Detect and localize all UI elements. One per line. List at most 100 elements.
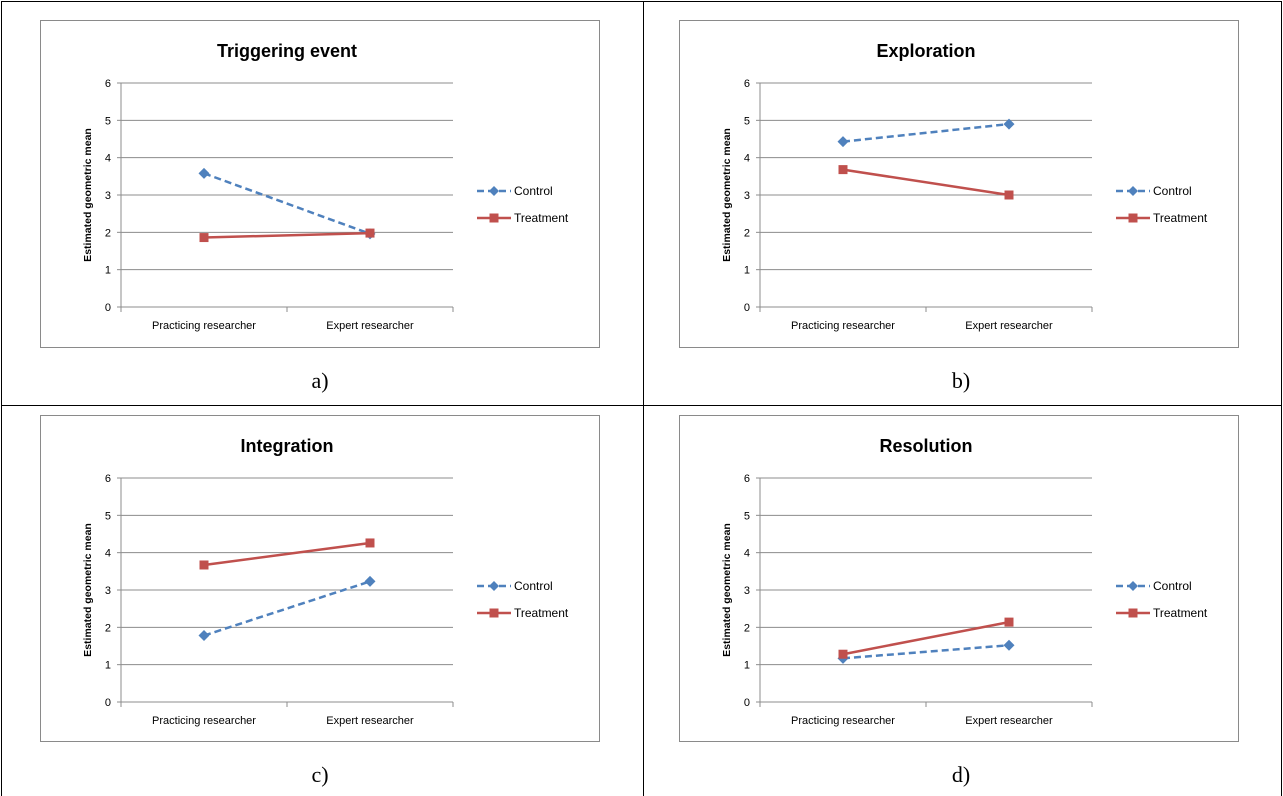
y-tick-label: 6 <box>744 473 750 485</box>
table-border-left <box>1 1 2 796</box>
y-tick-label: 4 <box>105 153 111 165</box>
y-tick-label: 3 <box>744 585 750 597</box>
y-tick-label: 2 <box>105 227 111 239</box>
chart-svg: Resolution 0 1 2 3 4 5 6 Practicing researcher Ex… <box>721 436 1208 727</box>
chart-svg: Integration 0 1 2 3 4 5 6 Practicing researcher E… <box>82 436 569 727</box>
table-divider-vertical <box>643 1 644 796</box>
data-point-control <box>198 167 210 179</box>
x-tick-label: Practicing researcher <box>791 715 895 727</box>
table-border-top <box>1 1 1282 2</box>
legend-label: Control <box>514 579 553 593</box>
y-axis-label: Estimated geometric mean <box>82 523 94 657</box>
y-tick-label: 2 <box>744 227 750 239</box>
x-tick-label: Practicing researcher <box>791 320 895 332</box>
y-axis-label: Estimated geometric mean <box>82 128 94 262</box>
legend-marker-treatment <box>489 213 499 223</box>
x-tick-label: Practicing researcher <box>152 320 256 332</box>
y-tick-label: 0 <box>105 302 111 314</box>
legend-marker-control <box>1128 581 1138 591</box>
chart-triggering-event: Triggering event 0 1 2 3 4 5 6 Practicing resear… <box>40 20 600 348</box>
legend-marker-treatment <box>1128 213 1138 223</box>
data-point-control <box>1003 639 1015 651</box>
y-tick-label: 5 <box>105 115 111 127</box>
x-tick-label: Expert researcher <box>326 715 414 727</box>
x-tick-label: Practicing researcher <box>152 715 256 727</box>
legend-label: Treatment <box>1153 606 1208 620</box>
table-divider-horizontal <box>1 405 1282 406</box>
legend-label: Control <box>514 184 553 198</box>
y-tick-label: 6 <box>105 78 111 90</box>
legend-marker-treatment <box>1128 608 1138 618</box>
data-point-treatment <box>1004 617 1014 627</box>
panel-caption: d) <box>951 762 971 787</box>
data-point-control <box>837 136 849 148</box>
data-point-treatment <box>199 560 209 570</box>
data-point-treatment <box>1004 190 1014 200</box>
y-tick-label: 5 <box>744 510 750 522</box>
legend-label: Control <box>1153 184 1192 198</box>
legend-marker-control <box>1128 186 1138 196</box>
panel-caption: b) <box>951 368 971 393</box>
x-tick-label: Expert researcher <box>965 715 1053 727</box>
y-tick-label: 1 <box>105 265 111 277</box>
y-tick-label: 6 <box>105 473 111 485</box>
y-axis-label: Estimated geometric mean <box>721 128 733 262</box>
y-tick-label: 0 <box>744 697 750 709</box>
chart-exploration: Exploration 0 1 2 3 4 5 6 Practicing researcher E… <box>679 20 1239 348</box>
data-point-control <box>198 630 210 642</box>
y-tick-label: 5 <box>105 510 111 522</box>
y-tick-label: 2 <box>744 622 750 634</box>
data-point-treatment <box>838 649 848 659</box>
data-point-treatment <box>838 165 848 175</box>
data-point-control <box>364 575 376 587</box>
legend-label: Control <box>1153 579 1192 593</box>
legend-marker-control <box>489 186 499 196</box>
y-tick-label: 3 <box>105 585 111 597</box>
legend-label: Treatment <box>514 211 569 225</box>
chart-title: Resolution <box>880 436 973 456</box>
y-tick-label: 4 <box>744 153 750 165</box>
y-tick-label: 0 <box>744 302 750 314</box>
y-tick-label: 3 <box>744 190 750 202</box>
y-tick-label: 5 <box>744 115 750 127</box>
y-tick-label: 3 <box>105 190 111 202</box>
legend-marker-treatment <box>489 608 499 618</box>
data-point-treatment <box>365 538 375 548</box>
x-tick-label: Expert researcher <box>326 320 414 332</box>
chart-title: Exploration <box>876 41 975 61</box>
series-line-treatment <box>842 168 1010 197</box>
series-line-control <box>203 172 371 236</box>
data-point-treatment <box>199 233 209 243</box>
series-line-control <box>203 580 371 637</box>
y-tick-label: 0 <box>105 697 111 709</box>
chart-svg: Triggering event 0 1 2 3 4 5 6 Practicing resear… <box>82 41 569 332</box>
series-line-treatment <box>203 541 371 567</box>
chart-title: Triggering event <box>217 41 357 61</box>
x-tick-label: Expert researcher <box>965 320 1053 332</box>
chart-title: Integration <box>241 436 334 456</box>
y-tick-label: 4 <box>105 548 111 560</box>
data-point-control <box>1003 118 1015 130</box>
y-tick-label: 6 <box>744 78 750 90</box>
legend-marker-control <box>489 581 499 591</box>
y-tick-label: 2 <box>105 622 111 634</box>
data-point-treatment <box>365 228 375 238</box>
series-line-treatment <box>842 620 1010 656</box>
y-tick-label: 1 <box>744 265 750 277</box>
chart-integration: Integration 0 1 2 3 4 5 6 Practicing researcher E… <box>40 415 600 742</box>
y-tick-label: 4 <box>744 548 750 560</box>
legend-label: Treatment <box>514 606 569 620</box>
y-axis-label: Estimated geometric mean <box>721 523 733 657</box>
series-line-control <box>842 644 1010 660</box>
table-border-right <box>1281 1 1282 796</box>
panel-caption: a) <box>311 368 329 393</box>
y-tick-label: 1 <box>744 660 750 672</box>
chart-svg: Exploration 0 1 2 3 4 5 6 Practicing researcher E… <box>721 41 1208 332</box>
series-line-treatment <box>203 231 371 239</box>
panel-caption: c) <box>311 762 329 787</box>
legend-label: Treatment <box>1153 211 1208 225</box>
chart-resolution: Resolution 0 1 2 3 4 5 6 Practicing researcher Ex… <box>679 415 1239 742</box>
series-line-control <box>842 122 1010 143</box>
y-tick-label: 1 <box>105 660 111 672</box>
